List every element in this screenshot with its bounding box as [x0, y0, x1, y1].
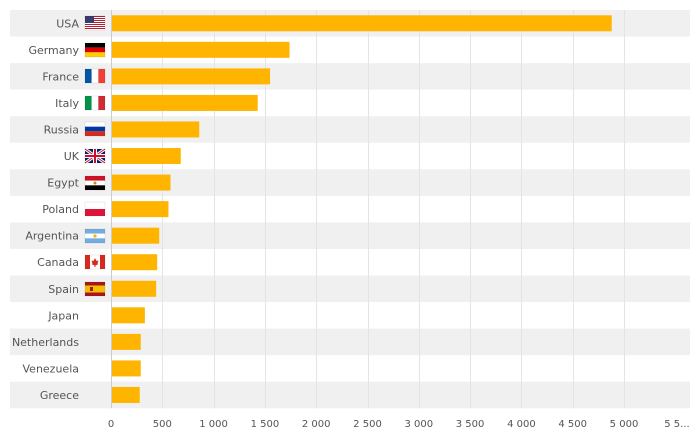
category-label: Argentina — [25, 230, 79, 243]
france-flag-icon — [84, 68, 106, 84]
category-label: Greece — [40, 389, 79, 402]
egypt-flag-icon — [84, 175, 106, 191]
bar-canada — [112, 254, 158, 271]
russia-flag-icon — [84, 121, 106, 137]
bar-russia — [112, 121, 200, 138]
x-tick-label: 1 000 — [199, 419, 228, 430]
category-label: UK — [64, 150, 80, 163]
bars — [112, 15, 612, 403]
category-label: USA — [56, 17, 79, 30]
bar-japan — [112, 307, 145, 324]
flag-icons — [84, 15, 106, 297]
category-label: Russia — [44, 123, 79, 136]
bar-egypt — [112, 174, 171, 191]
category-label: France — [42, 70, 79, 83]
poland-flag-icon — [84, 201, 106, 217]
italy-flag-icon — [84, 95, 106, 111]
category-label: Poland — [42, 203, 79, 216]
bar-netherlands — [112, 333, 141, 350]
bar-italy — [112, 94, 258, 111]
argentina-flag-icon — [84, 228, 106, 244]
x-tick-label: 500 — [153, 419, 172, 430]
bar-france — [112, 68, 271, 85]
x-axis-ticks: 0 500 1 000 1 500 2 000 2 500 3 000 3 500 4 000 4… — [108, 419, 690, 430]
category-label: Egypt — [47, 177, 79, 190]
bar-venezuela — [112, 360, 141, 377]
bar-argentina — [112, 227, 160, 244]
category-label: Japan — [47, 309, 79, 322]
bar-uk — [112, 148, 181, 165]
x-tick-label: 3 500 — [456, 419, 485, 430]
spain-flag-icon — [84, 281, 106, 297]
x-tick-label: 2 500 — [353, 419, 382, 430]
category-label: Italy — [55, 97, 79, 110]
germany-flag-icon — [84, 42, 106, 58]
category-label: Canada — [37, 256, 79, 269]
x-tick-label: 1 500 — [251, 419, 280, 430]
x-tick-label: 4 500 — [558, 419, 587, 430]
category-label: Spain — [48, 283, 79, 296]
bar-germany — [112, 41, 290, 58]
category-label: Germany — [28, 44, 79, 57]
bar-poland — [112, 201, 169, 218]
usa-flag-icon — [84, 15, 106, 31]
x-tick-label: 2 000 — [302, 419, 331, 430]
uk-flag-icon — [84, 147, 106, 165]
bar-usa — [112, 15, 612, 32]
bar-greece — [112, 386, 140, 403]
x-tick-label: 5 000 — [610, 419, 639, 430]
category-labels: USA Germany France Italy Russia UK Egypt Poland… — [12, 17, 80, 402]
category-label: Venezuela — [23, 362, 80, 375]
canada-flag-icon — [84, 254, 106, 270]
x-tick-label: 5 5... — [664, 419, 689, 430]
x-tick-label: 0 — [108, 419, 114, 430]
category-label: Netherlands — [12, 336, 79, 349]
x-tick-label: 4 000 — [507, 419, 536, 430]
x-tick-label: 3 000 — [404, 419, 433, 430]
bar-spain — [112, 280, 157, 297]
